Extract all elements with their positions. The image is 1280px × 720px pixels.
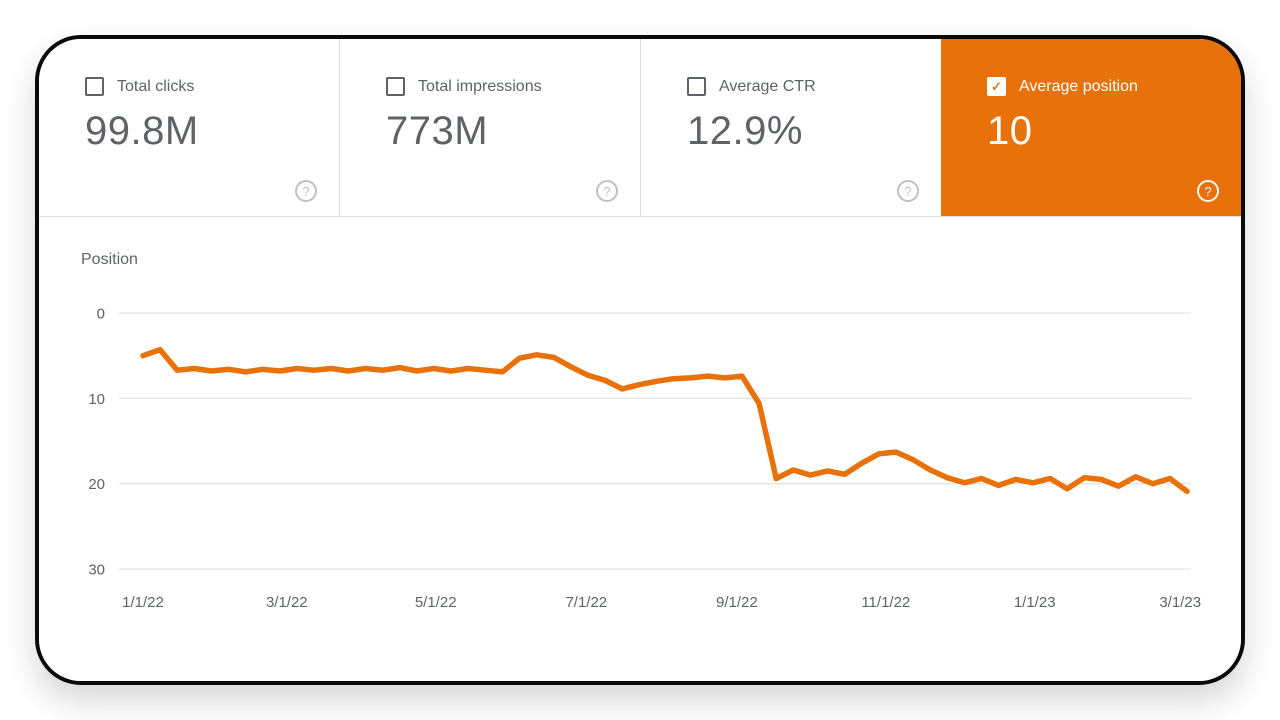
help-icon[interactable]: ?: [596, 180, 618, 202]
metric-value: 12.9%: [687, 109, 803, 153]
y-tick-label: 30: [88, 562, 105, 579]
metric-value: 10: [987, 109, 1033, 153]
help-icon[interactable]: ?: [1197, 180, 1219, 202]
y-tick-label: 0: [97, 306, 105, 323]
x-tick-label: 5/1/22: [415, 594, 457, 611]
performance-report-card: Total clicks 99.8M ? Total impressions 7…: [35, 35, 1245, 685]
position-line: [140, 346, 1190, 495]
metric-label: Average position: [1019, 77, 1138, 95]
metric-value: 99.8M: [85, 109, 199, 153]
metrics-row: Total clicks 99.8M ? Total impressions 7…: [39, 39, 1241, 217]
x-tick-label: 1/1/22: [122, 594, 164, 611]
average-position-checkbox-icon[interactable]: ✓: [987, 77, 1006, 96]
metric-label: Average CTR: [719, 77, 816, 95]
metric-label: Total impressions: [418, 77, 542, 95]
chart-section: Position 0 10 20 30 1/1/22 3/1/22 5/1/22 7/1/22…: [39, 217, 1241, 681]
help-icon[interactable]: ?: [897, 180, 919, 202]
metric-head: Total impressions: [386, 77, 618, 96]
metric-label: Total clicks: [117, 77, 195, 95]
metric-head: Total clicks: [85, 77, 317, 96]
x-tick-label: 3/1/22: [266, 594, 308, 611]
y-tick-label: 20: [88, 476, 105, 493]
metric-value: 773M: [386, 109, 489, 153]
metric-card-average-ctr[interactable]: Average CTR 12.9% ?: [640, 39, 941, 216]
x-tick-label: 11/1/22: [861, 594, 910, 611]
chart-ylabel: Position: [81, 251, 138, 268]
total-impressions-checkbox-icon[interactable]: [386, 77, 405, 96]
total-clicks-checkbox-icon[interactable]: [85, 77, 104, 96]
y-tick-label: 10: [88, 391, 105, 408]
metric-head: ✓ Average position: [987, 77, 1219, 96]
metric-card-total-impressions[interactable]: Total impressions 773M ?: [339, 39, 640, 216]
average-ctr-checkbox-icon[interactable]: [687, 77, 706, 96]
help-icon[interactable]: ?: [295, 180, 317, 202]
position-chart[interactable]: 0 10 20 30 1/1/22 3/1/22 5/1/22 7/1/22 9/1/22 11/…: [39, 217, 1241, 681]
metric-head: Average CTR: [687, 77, 919, 96]
x-tick-label: 7/1/22: [565, 594, 607, 611]
x-tick-label: 1/1/23: [1014, 594, 1056, 611]
x-tick-label: 3/1/23: [1159, 594, 1201, 611]
x-tick-label: 9/1/22: [716, 594, 758, 611]
metric-card-average-position[interactable]: ✓ Average position 10 ?: [941, 39, 1241, 216]
metric-card-total-clicks[interactable]: Total clicks 99.8M ?: [39, 39, 339, 216]
